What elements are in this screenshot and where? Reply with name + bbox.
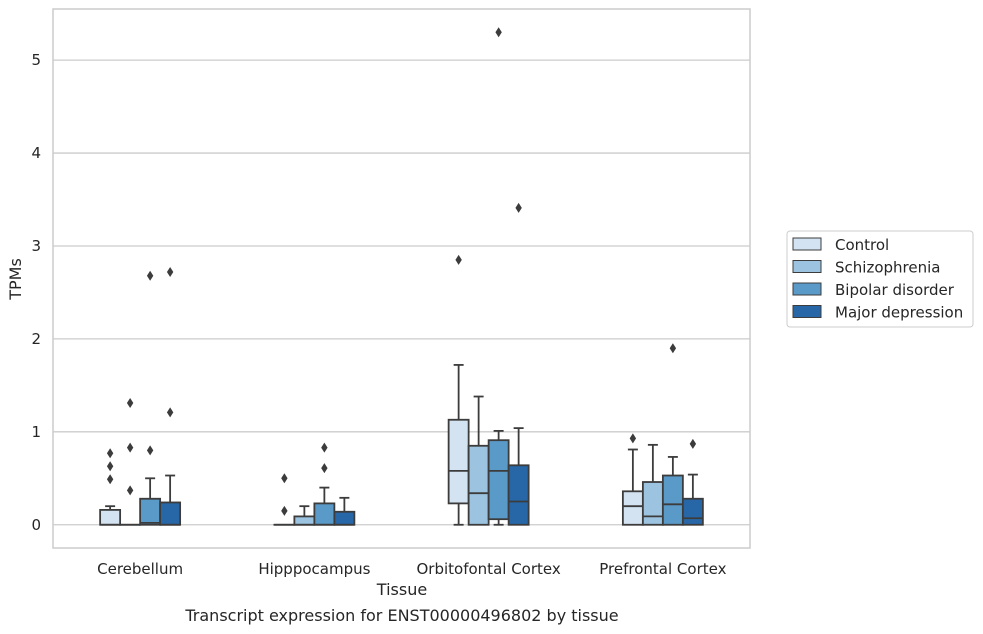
outlier-point — [281, 473, 288, 484]
outlier-point — [106, 448, 114, 459]
outlier-point — [321, 442, 328, 453]
box — [273, 473, 296, 526]
outlier-point — [126, 485, 134, 496]
outlier-point — [515, 202, 522, 213]
box — [621, 433, 644, 526]
box-body — [621, 490, 644, 526]
outlier-point — [629, 433, 637, 444]
box-body — [661, 474, 684, 526]
y-tick-label: 1 — [31, 423, 41, 441]
outlier-point — [166, 266, 174, 277]
box — [447, 254, 470, 526]
box-body — [507, 464, 530, 526]
box-body — [681, 497, 704, 526]
box — [99, 448, 122, 526]
series-bipolar-disorder — [139, 27, 684, 526]
x-tick-label: Orbitofontal Cortex — [417, 560, 561, 578]
chart-title: Transcript expression for ENST0000049680… — [184, 606, 618, 625]
y-tick-label: 3 — [31, 237, 41, 255]
plot-area-frame — [52, 8, 751, 549]
legend-label: Schizophrenia — [835, 259, 940, 277]
series-control — [99, 254, 644, 526]
box — [661, 343, 684, 526]
outlier-point — [166, 407, 174, 418]
x-tick-label: Hipppocampus — [258, 560, 370, 578]
y-tick-label: 0 — [31, 516, 41, 534]
outlier-point — [126, 442, 134, 453]
legend-item: Control — [792, 236, 889, 254]
box-body — [467, 444, 490, 526]
series-major-depression — [159, 202, 704, 526]
box-body — [447, 418, 470, 505]
box — [119, 398, 142, 526]
outlier-point — [106, 461, 114, 472]
outlier-point — [669, 343, 677, 354]
y-axis-ticks: 0 1 2 3 4 5 — [31, 51, 41, 534]
legend-item: Schizophrenia — [792, 259, 940, 277]
box — [681, 438, 704, 526]
box — [507, 202, 530, 526]
series-schizophrenia — [119, 395, 664, 526]
x-tick-label: Prefrontal Cortex — [599, 560, 726, 578]
x-tick-label: Cerebellum — [97, 560, 183, 578]
box-body — [293, 515, 316, 526]
box-body — [641, 481, 664, 526]
outlier-point — [455, 254, 462, 265]
box — [313, 442, 336, 526]
legend-item: Bipolar disorder — [792, 281, 955, 299]
y-tick-label: 2 — [31, 330, 41, 348]
box-body — [159, 501, 182, 526]
box — [487, 27, 510, 526]
legend-swatch — [792, 305, 822, 318]
box-body — [333, 510, 356, 526]
legend-label: Bipolar disorder — [835, 281, 955, 299]
outlier-point — [321, 463, 328, 474]
box — [641, 443, 664, 526]
box — [139, 270, 162, 526]
x-axis-label: Tissue — [376, 580, 427, 599]
legend-label: Major depression — [835, 304, 963, 322]
outlier-point — [126, 398, 134, 409]
box-body — [99, 508, 122, 526]
legend-swatch — [792, 237, 822, 251]
x-axis-ticks: Cerebellum Hipppocampus Orbitofontal Corte… — [97, 560, 726, 578]
outlier-point — [281, 505, 288, 516]
box-body — [139, 497, 162, 526]
outlier-point — [689, 438, 697, 449]
box-body — [313, 502, 336, 526]
box — [159, 266, 182, 526]
legend: Control Schizophrenia Bipolar disorder Majo… — [786, 230, 974, 328]
box-body — [487, 439, 510, 521]
y-tick-label: 4 — [31, 144, 41, 162]
legend-swatch — [792, 282, 822, 296]
legend-frame — [786, 230, 974, 328]
outlier-point — [146, 445, 154, 456]
box — [333, 496, 356, 526]
grid-lines — [53, 59, 750, 526]
y-axis-label: TPMs — [6, 258, 25, 301]
y-tick-label: 5 — [31, 51, 41, 69]
box-series — [99, 27, 704, 526]
box — [467, 395, 490, 526]
box — [293, 505, 316, 526]
legend-label: Control — [835, 236, 889, 254]
outlier-point — [106, 474, 114, 485]
outlier-point — [146, 270, 154, 281]
legend-item: Major depression — [792, 304, 963, 322]
legend-swatch — [792, 260, 822, 273]
outlier-point — [495, 27, 502, 38]
